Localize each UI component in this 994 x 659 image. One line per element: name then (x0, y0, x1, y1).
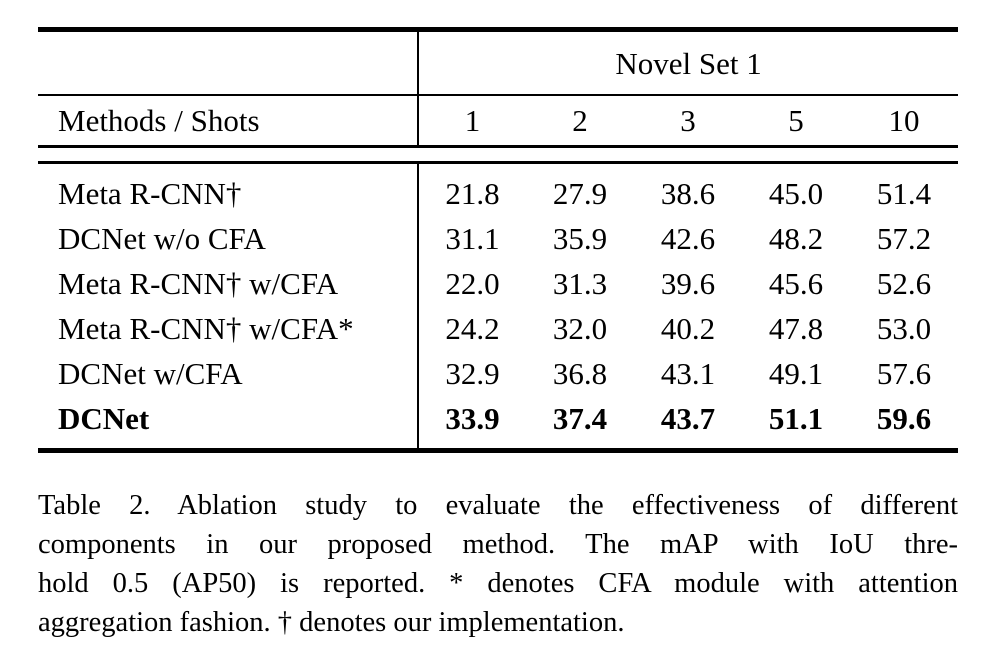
value-cell: 47.8 (768, 311, 824, 346)
value-cell: 43.7 (660, 401, 716, 436)
shot-header-2: 2 (572, 103, 588, 138)
method-name: DCNet (58, 401, 150, 436)
value-cell: 21.8 (417, 164, 526, 216)
value-cell: 53.0 (876, 311, 932, 346)
value-cell: 49.1 (768, 356, 824, 391)
table-caption: Table 2. Ablation study to evaluate the … (38, 486, 958, 642)
value-cell: 24.2 (417, 306, 526, 351)
table-row-meta-rcnn-wcfa-star: Meta R-CNN† w/CFA* 24.2 32.0 40.2 47.8 5… (38, 306, 958, 351)
method-name: DCNet w/CFA (58, 356, 243, 391)
caption-line-3: hold 0.5 (AP50) is reported. * denotes C… (38, 568, 958, 599)
method-name: Meta R-CNN† (58, 176, 242, 211)
caption-line-4: aggregation fashion. † denotes our imple… (38, 607, 625, 638)
value-cell: 48.2 (768, 221, 824, 256)
table-row-dcnet: DCNet 33.9 37.4 43.7 51.1 59.6 (38, 396, 958, 451)
value-cell: 27.9 (552, 176, 608, 211)
shot-header-10: 10 (888, 103, 920, 138)
results-table: Novel Set 1 Methods / Shots 1 2 3 5 10 M… (38, 27, 959, 453)
table-row-meta-rcnn: Meta R-CNN† 21.8 27.9 38.6 45.0 51.4 (38, 164, 958, 216)
method-name: Meta R-CNN† w/CFA (58, 266, 339, 301)
shot-header-5: 5 (788, 103, 804, 138)
table-row-dcnet-wcfa: DCNet w/CFA 32.9 36.8 43.1 49.1 57.6 (38, 351, 958, 396)
value-cell: 22.0 (417, 261, 526, 306)
value-cell: 51.4 (876, 176, 932, 211)
empty-corner-cell (38, 29, 418, 96)
value-cell: 37.4 (552, 401, 608, 436)
value-cell: 33.9 (417, 396, 526, 451)
value-cell: 57.6 (876, 356, 932, 391)
value-cell: 45.0 (768, 176, 824, 211)
double-rule (38, 145, 959, 164)
results-table-container: Novel Set 1 Methods / Shots 1 2 3 5 10 M… (38, 27, 959, 453)
method-name: Meta R-CNN† w/CFA* (58, 311, 354, 346)
value-cell: 43.1 (660, 356, 716, 391)
table-row-meta-rcnn-wcfa: Meta R-CNN† w/CFA 22.0 31.3 39.6 45.6 52… (38, 261, 958, 306)
group-header-novel-set-1: Novel Set 1 (416, 29, 959, 96)
value-cell: 57.2 (876, 221, 932, 256)
double-rule-row (38, 145, 959, 164)
value-cell: 32.9 (417, 351, 526, 396)
shot-header-3: 3 (680, 103, 696, 138)
value-cell: 39.6 (660, 266, 716, 301)
value-cell: 38.6 (660, 176, 716, 211)
table-row-dcnet-wo-cfa: DCNet w/o CFA 31.1 35.9 42.6 48.2 57.2 (38, 216, 958, 261)
caption-line-2: components in our proposed method. The m… (38, 529, 958, 560)
shot-header-1: 1 (417, 95, 526, 145)
value-cell: 52.6 (876, 266, 932, 301)
column-header-methods-shots: Methods / Shots (58, 103, 260, 138)
value-cell: 40.2 (660, 311, 716, 346)
caption-line-1: Table 2. Ablation study to evaluate the … (38, 490, 958, 521)
method-name: DCNet w/o CFA (58, 221, 266, 256)
value-cell: 42.6 (660, 221, 716, 256)
value-cell: 59.6 (876, 401, 932, 436)
value-cell: 45.6 (768, 266, 824, 301)
value-cell: 32.0 (552, 311, 608, 346)
group-header-row: Novel Set 1 (38, 29, 959, 96)
column-header-row: Methods / Shots 1 2 3 5 10 (38, 95, 958, 145)
value-cell: 31.1 (417, 216, 526, 261)
double-rule-line (38, 145, 959, 164)
value-cell: 31.3 (552, 266, 608, 301)
value-cell: 51.1 (768, 401, 824, 436)
value-cell: 36.8 (552, 356, 608, 391)
value-cell: 35.9 (552, 221, 608, 256)
